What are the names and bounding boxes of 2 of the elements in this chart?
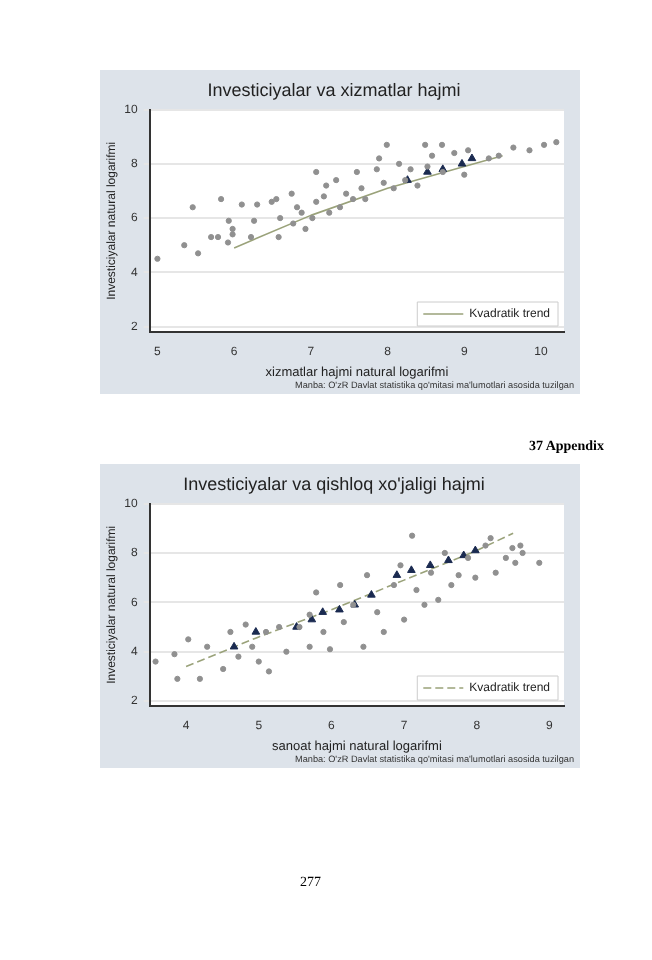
chart-title: Investiciyalar va qishloq xo'jaligi hajmi [183, 473, 485, 494]
chart-title: Investiciyalar va xizmatlar hajmi [207, 79, 461, 100]
